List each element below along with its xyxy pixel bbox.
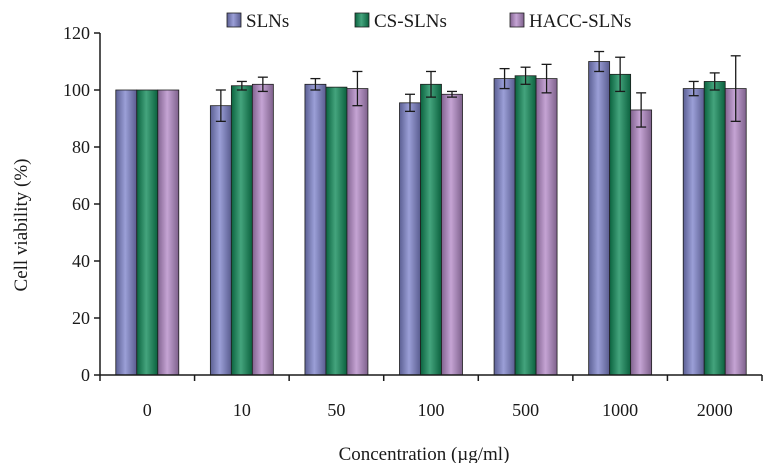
bar [251,83,274,376]
bar [724,88,747,376]
bar [493,78,516,376]
x-tick-label: 50 [327,400,345,420]
y-tick-label: 80 [72,137,90,157]
x-tick-label: 10 [233,400,251,420]
bar [304,83,327,376]
y-axis-title: Cell viability (%) [11,159,32,292]
x-tick-label: 500 [512,400,539,420]
legend-label: SLNs [246,11,289,32]
legend-label: HACC-SLNs [529,11,631,32]
error-bar [310,77,321,91]
error-bar [352,70,363,107]
error-bar [215,89,226,122]
bar [115,89,138,376]
error-bar [447,90,457,98]
bar [514,75,537,376]
y-axis: 0 20 40 60 80 100 120 [63,23,101,385]
bar [325,86,348,376]
bar [535,78,558,376]
error-bar [426,70,436,98]
legend-swatch [226,12,242,28]
error-bar [236,80,247,91]
bar [588,61,611,376]
bar [420,83,442,376]
error-bar [636,92,647,128]
x-tick-label: 0 [143,400,152,420]
bar [703,81,726,376]
x-axis: 0 10 50 100 500 1000 2000 [99,374,763,420]
error-bar [257,76,268,93]
legend: SLNs CS-SLNs HACC-SLNs [226,11,631,32]
bar [230,85,253,376]
legend-swatch [509,12,525,28]
y-tick-label: 20 [72,308,90,328]
error-bar [615,56,626,93]
y-tick-label: 40 [72,251,90,271]
bar [399,102,421,376]
bar [682,88,705,376]
bar [609,73,632,376]
bar [209,105,232,376]
bar [441,93,463,376]
error-bar [499,67,510,90]
bar [157,89,180,376]
error-bar [709,72,720,91]
error-bars [215,50,741,128]
legend-swatch [354,12,370,28]
error-bar [541,63,552,94]
x-tick-label: 2000 [697,400,733,420]
x-tick-label: 1000 [602,400,638,420]
x-tick-label: 100 [418,400,445,420]
error-bar [405,93,415,113]
error-bar [688,80,699,97]
y-tick-label: 0 [81,365,90,385]
bar [630,109,653,376]
y-tick-label: 120 [63,23,90,43]
y-tick-label: 60 [72,194,90,214]
error-bar [730,55,741,122]
bar [346,88,369,376]
error-bar [520,66,531,85]
bar [136,89,159,376]
legend-label: CS-SLNs [374,11,447,32]
bar-groups [115,61,747,376]
x-axis-title: Concentration (µg/ml) [339,444,510,463]
error-bar [594,50,605,73]
y-tick-label: 100 [63,80,90,100]
